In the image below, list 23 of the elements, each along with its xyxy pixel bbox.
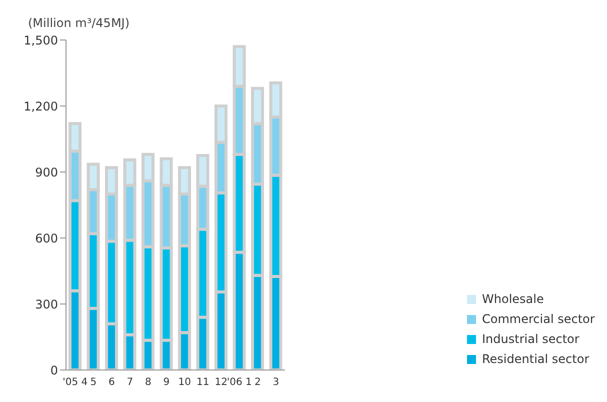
legend-label: Wholesale [481,292,545,306]
legend-label: Commercial sector [481,312,596,326]
y-tick-label: 300 [35,297,58,312]
x-tick-label: 5 [90,377,97,388]
x-tick-label: 7 [126,377,134,388]
legend-label: Industrial sector [481,332,580,346]
x-tick-label: 12 [214,377,228,388]
y-tick-label: 1,500 [24,33,58,48]
y-axis-title: (Million m³/45MJ) [28,16,131,32]
y-tick-label: 1,200 [24,99,58,114]
x-tick-label: 6 [108,377,115,388]
y-tick-label: 600 [35,231,58,246]
x-tick-label: 9 [163,377,170,388]
x-tick-label: 10 [178,377,191,388]
y-tick-label: 900 [35,165,58,180]
x-tick-label: '05 4 [62,377,88,388]
x-tick-label: 2 [254,377,261,388]
x-tick-label: '06 1 [226,377,252,388]
y-tick-label: 0 [50,363,58,378]
legend-label: Residential sector [481,352,590,366]
x-tick-label: 3 [272,377,280,388]
x-tick-label: 8 [144,377,152,388]
x-tick-label: 11 [196,377,210,388]
